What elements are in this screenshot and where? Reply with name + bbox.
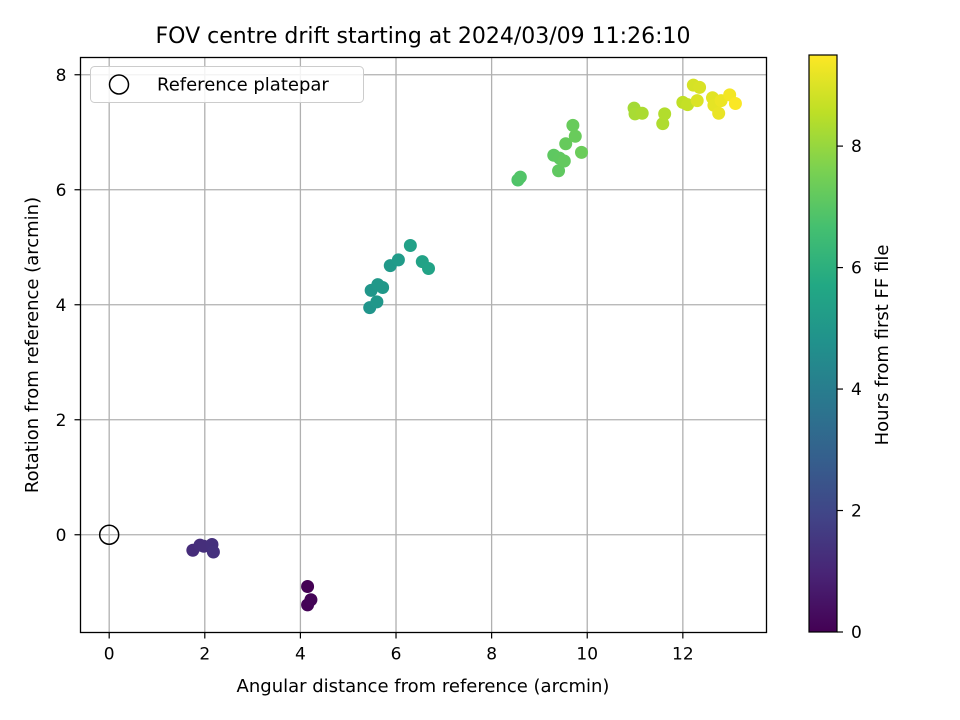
x-tick-label: 0 — [104, 645, 115, 665]
legend: Reference platepar — [90, 66, 364, 103]
y-tick-label: 4 — [56, 296, 67, 316]
reference-marker-layer — [98, 524, 120, 545]
legend-box — [90, 66, 364, 103]
scatter-point — [513, 170, 527, 184]
colorbar-tick-label: 2 — [851, 502, 862, 522]
scatter-point — [635, 106, 649, 120]
colorbar — [808, 54, 838, 633]
scatter-point — [403, 239, 417, 253]
x-tick-label: 12 — [672, 645, 694, 665]
scatter-point — [552, 164, 566, 178]
scatter-point — [370, 295, 384, 309]
colorbar-tick-label: 0 — [851, 623, 862, 643]
scatter-point — [690, 94, 704, 108]
legend-entry-reference: Reference platepar — [157, 75, 329, 96]
x-tick-label: 6 — [391, 645, 402, 665]
colorbar-label: Hours from first FF file — [872, 245, 893, 446]
scatter-point — [712, 106, 726, 120]
x-tick-label: 4 — [295, 645, 306, 665]
scatter-point — [566, 118, 580, 132]
scatter-point — [422, 262, 436, 276]
scatter-point — [658, 107, 672, 121]
scatter-point — [693, 80, 707, 94]
scatter-point — [656, 117, 670, 131]
grid — [80, 57, 767, 633]
scatter-points — [186, 78, 742, 612]
chart-title: FOV centre drift starting at 2024/03/09 … — [156, 24, 691, 49]
y-tick-label: 6 — [56, 181, 67, 201]
x-tick-label: 2 — [199, 645, 210, 665]
y-tick-label: 2 — [56, 411, 67, 431]
scatter-point — [301, 580, 315, 593]
y-axis-label: Rotation from reference (arcmin) — [22, 197, 43, 493]
colorbar-tick-label: 6 — [851, 259, 862, 279]
y-axis-ticks: 0 2 4 6 8 — [56, 66, 81, 546]
scatter-point — [574, 145, 588, 159]
colorbar-tick-label: 8 — [851, 137, 862, 157]
scatter-point — [391, 253, 405, 267]
x-axis-label: Angular distance from reference (arcmin) — [237, 676, 610, 697]
colorbar-tick-label: 4 — [851, 380, 862, 400]
x-tick-label: 8 — [486, 645, 497, 665]
scatter-point — [568, 129, 582, 143]
scatter-point — [728, 97, 742, 110]
scatter-point — [206, 545, 220, 559]
y-tick-label: 0 — [56, 526, 67, 546]
scatter-point — [304, 593, 318, 607]
reference-marker — [98, 524, 120, 545]
x-axis-ticks: 0 2 4 6 8 10 12 — [104, 632, 694, 665]
x-tick-label: 10 — [576, 645, 598, 665]
legend-reference-marker — [108, 74, 130, 95]
y-tick-label: 8 — [56, 66, 67, 86]
scatter-point — [557, 154, 571, 168]
scatter-point — [559, 137, 573, 151]
colorbar-ticks: 0 2 4 6 8 — [837, 137, 862, 643]
plot-frame — [79, 56, 768, 634]
scatter-point — [376, 281, 390, 294]
